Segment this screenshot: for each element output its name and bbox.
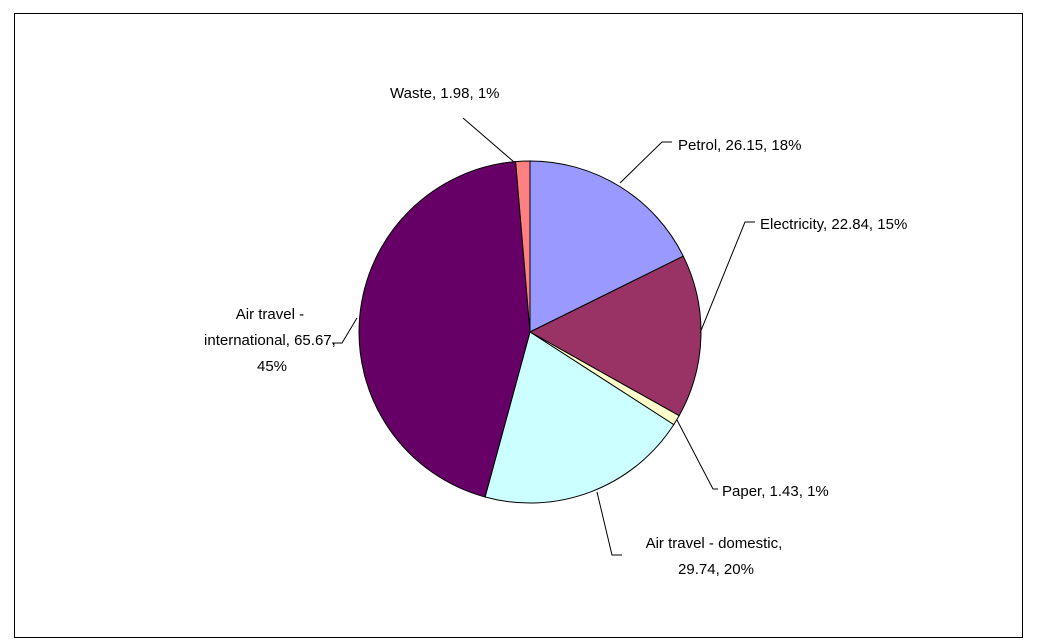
leader-line-paper xyxy=(676,419,718,490)
slice-label-waste: Waste, 1.98, 1% xyxy=(390,85,500,102)
leader-line-air-travel-international xyxy=(332,317,358,344)
pie-slices xyxy=(358,160,702,504)
slice-labels: Waste, 1.98, 1% Petrol, 26.15, 18% Elect… xyxy=(204,85,907,578)
slice-label-electricity: Electricity, 22.84, 15% xyxy=(760,216,907,233)
leader-line-petrol xyxy=(619,141,672,184)
slice-label-air-travel-international: Air travel - international, 65.67, 45% xyxy=(204,306,340,375)
leader-line-air-travel-domestic xyxy=(596,491,622,556)
pie-slice-electricity xyxy=(528,255,702,417)
leader-line-electricity xyxy=(699,221,755,334)
leader-lines xyxy=(332,117,755,556)
pie-slice-waste xyxy=(515,160,531,333)
pie-slice-air-travel-international xyxy=(358,161,531,498)
slice-label-paper: Paper, 1.43, 1% xyxy=(722,483,829,500)
leader-line-waste xyxy=(462,117,515,163)
pie-slice-petrol xyxy=(529,160,684,333)
pie-slice-air-travel-domestic xyxy=(484,331,675,504)
slice-label-air-travel-domestic: Air travel - domestic, 29.74, 20% xyxy=(646,535,787,578)
slice-label-petrol: Petrol, 26.15, 18% xyxy=(678,137,801,154)
